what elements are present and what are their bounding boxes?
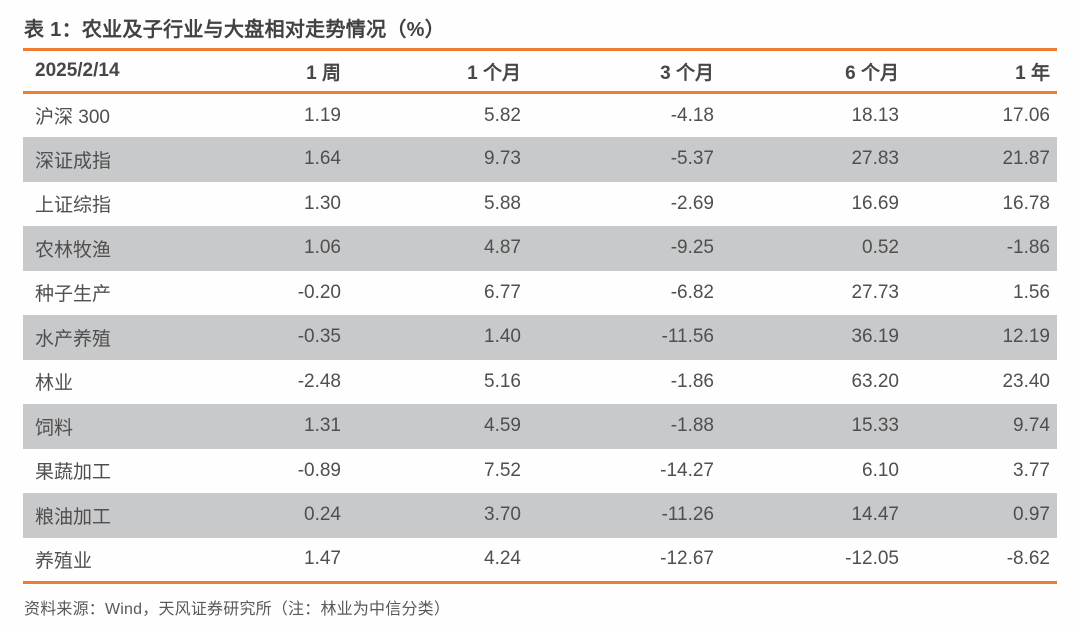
cell-value: 1.40 (484, 326, 521, 348)
cell-value: 9.74 (1013, 415, 1050, 437)
table-row: 果蔬加工 -0.89 7.52 -14.27 6.10 3.77 (23, 449, 1057, 494)
table-row: 上证综指 1.30 5.88 -2.69 16.69 16.78 (23, 182, 1057, 227)
cell-value: -0.20 (297, 281, 341, 303)
cell-value: 14.47 (851, 504, 899, 526)
cell-value: 4.24 (341, 537, 521, 584)
cell-value: 1.30 (304, 192, 341, 214)
cell-value: 18.13 (851, 104, 899, 126)
row-label: 水产养殖 (35, 328, 112, 350)
table-row: 粮油加工 0.24 3.70 -11.26 14.47 0.97 (23, 493, 1057, 538)
header-1-month: 1 个月 (341, 48, 521, 94)
row-label: 种子生产 (35, 284, 112, 306)
source-note: 资料来源：Wind，天风证券研究所（注：林业为中信分类） (24, 600, 451, 618)
cell-value: 1.19 (304, 104, 341, 126)
cell-value: 1.64 (304, 148, 341, 170)
cell-value: 6.10 (862, 459, 899, 481)
cell-value: -14.27 (660, 459, 714, 481)
header-6-month: 6 个月 (714, 48, 899, 94)
cell-value: 4.87 (484, 237, 521, 259)
table-title: 表 1：农业及子行业与大盘相对走势情况（%） (24, 19, 446, 41)
cell-value: 0.24 (304, 504, 341, 526)
row-label: 深证成指 (35, 150, 112, 172)
cell-value: -11.26 (661, 504, 714, 526)
cell-value: 16.78 (1002, 192, 1050, 214)
table-body: 沪深 300 1.19 5.82 -4.18 18.13 17.06 深证成指 1.64… (23, 93, 1057, 584)
table-row: 深证成指 1.64 9.73 -5.37 27.83 21.87 (23, 137, 1057, 182)
cell-value: 16.69 (851, 192, 899, 214)
cell-value: 63.20 (851, 370, 899, 392)
cell-value: -1.88 (670, 415, 714, 437)
cell-value: 17.06 (1002, 104, 1050, 126)
header-3-month: 3 个月 (521, 48, 714, 94)
header-date: 2025/2/14 (23, 48, 213, 94)
cell-value: -12.67 (521, 537, 714, 584)
table-row: 农林牧渔 1.06 4.87 -9.25 0.52 -1.86 (23, 226, 1057, 271)
cell-value: 1.06 (304, 237, 341, 259)
table-row: 水产养殖 -0.35 1.40 -11.56 36.19 12.19 (23, 315, 1057, 360)
cell-value: 4.59 (484, 415, 521, 437)
cell-value: 9.73 (484, 148, 521, 170)
table-row: 种子生产 -0.20 6.77 -6.82 27.73 1.56 (23, 271, 1057, 316)
table-row: 养殖业 1.47 4.24 -12.67 -12.05 -8.62 (23, 537, 1057, 584)
header-1-week: 1 周 (213, 48, 341, 94)
cell-value: 5.16 (484, 370, 521, 392)
cell-value: 15.33 (851, 415, 899, 437)
cell-value: -6.82 (670, 281, 714, 303)
table-row: 沪深 300 1.19 5.82 -4.18 18.13 17.06 (23, 93, 1057, 138)
row-label: 果蔬加工 (35, 462, 112, 484)
cell-value: 7.52 (484, 459, 521, 481)
cell-value: 12.19 (1002, 326, 1050, 348)
performance-table: 2025/2/14 1 周 1 个月 3 个月 6 个月 1 年 沪深 300 … (23, 48, 1057, 584)
row-label: 养殖业 (23, 537, 213, 584)
cell-value: -4.18 (670, 104, 714, 126)
cell-value: -2.69 (670, 192, 714, 214)
row-label: 农林牧渔 (35, 239, 112, 261)
cell-value: 0.97 (1013, 504, 1050, 526)
cell-value: 27.73 (851, 281, 899, 303)
cell-value: -8.62 (899, 537, 1057, 584)
cell-value: 36.19 (851, 326, 899, 348)
cell-value: 1.47 (213, 537, 341, 584)
cell-value: 1.31 (304, 415, 341, 437)
header-1-year: 1 年 (899, 48, 1057, 94)
row-label: 林业 (35, 373, 74, 395)
cell-value: 0.52 (862, 237, 899, 259)
cell-value: -0.89 (297, 459, 341, 481)
table-row: 饲料 1.31 4.59 -1.88 15.33 9.74 (23, 404, 1057, 449)
header-row: 2025/2/14 1 周 1 个月 3 个月 6 个月 1 年 (23, 48, 1057, 94)
row-label: 饲料 (35, 417, 74, 439)
cell-value: -11.56 (661, 326, 714, 348)
row-label: 沪深 300 (35, 107, 110, 128)
row-label: 粮油加工 (35, 506, 112, 528)
cell-value: 3.77 (1013, 459, 1050, 481)
cell-value: 21.87 (1002, 148, 1050, 170)
cell-value: 23.40 (1002, 370, 1050, 392)
cell-value: 5.88 (484, 192, 521, 214)
cell-value: -1.86 (1006, 237, 1050, 259)
row-label: 上证综指 (35, 195, 112, 217)
cell-value: 5.82 (484, 104, 521, 126)
cell-value: -9.25 (670, 237, 714, 259)
cell-value: -2.48 (297, 370, 341, 392)
cell-value: -1.86 (670, 370, 714, 392)
cell-value: -0.35 (297, 326, 341, 348)
cell-value: 6.77 (484, 281, 521, 303)
table-row: 林业 -2.48 5.16 -1.86 63.20 23.40 (23, 360, 1057, 405)
cell-value: -5.37 (670, 148, 714, 170)
cell-value: 27.83 (851, 148, 899, 170)
cell-value: 3.70 (484, 504, 521, 526)
cell-value: 1.56 (1013, 281, 1050, 303)
cell-value: -12.05 (714, 537, 899, 584)
